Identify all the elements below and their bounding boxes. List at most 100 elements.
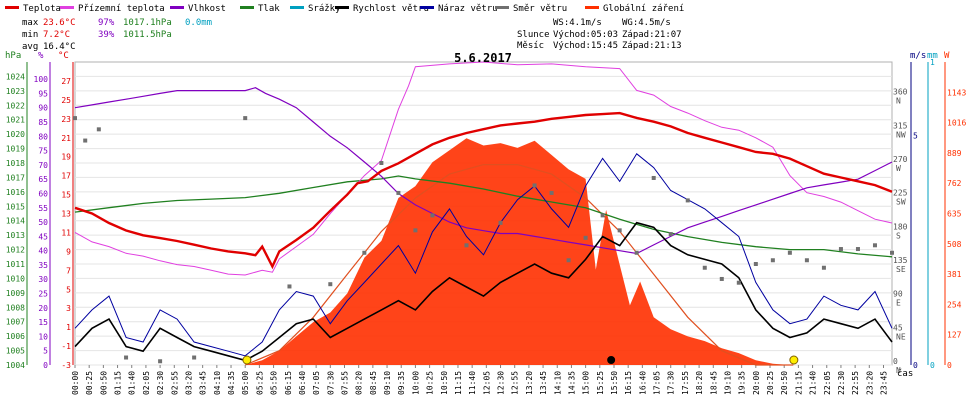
rad-tick-label: 1016: [947, 119, 966, 128]
pct-tick-label: 70: [38, 161, 48, 170]
legend-swatch: [290, 6, 304, 9]
temp-tick-label: 15: [61, 191, 71, 200]
info-moon-set: Západ:21:13: [622, 41, 682, 51]
dir-tick-label: E: [896, 299, 901, 308]
dir-tick-label: SE: [896, 265, 906, 274]
wind-dir-point: [872, 243, 877, 248]
pct-tick-label: 60: [38, 189, 48, 198]
series-humidity: [74, 87, 893, 255]
time-tick-label: 12:55: [511, 371, 520, 395]
wind-dir-point: [124, 355, 129, 360]
axis-unit-w: W: [944, 51, 950, 61]
time-tick-label: 09:10: [383, 371, 392, 395]
info-block: WS:4.1m/s WG:4.5m/s Slunce Východ:05:03 …: [517, 18, 682, 51]
dir-tick-label: N: [896, 366, 901, 375]
wind-dir-point: [753, 262, 758, 266]
time-tick-label: 14:35: [567, 371, 576, 395]
hpa-tick-label: 1012: [6, 246, 25, 255]
stats-min-label: min: [22, 30, 38, 40]
legend-label: Srážky: [308, 4, 341, 14]
hpa-tick-label: 1011: [6, 260, 25, 269]
legend-item: Směr větru: [495, 4, 567, 14]
temp-tick-label: 13: [61, 210, 71, 219]
pct-tick-label: 10: [38, 332, 48, 341]
legend-item: Globální záření: [585, 4, 684, 14]
wind-dir-point: [549, 190, 554, 195]
pct-tick-label: 5: [43, 347, 48, 356]
wind-dir-point: [464, 243, 469, 248]
rad-tick-label: 635: [947, 210, 962, 219]
time-axis: 00:00 00:25 00:50 01:15 01:40 02:05 02:30 02:55…: [71, 365, 888, 395]
temp-tick-label: 17: [61, 172, 71, 181]
temp-tick-label: 11: [61, 228, 71, 237]
info-ws: WS:4.1m/s: [553, 18, 602, 28]
hpa-tick-label: 1019: [6, 145, 25, 154]
time-tick-label: 19:35: [738, 371, 747, 395]
time-tick-label: 19:10: [723, 371, 732, 395]
temp-tick-label: 25: [61, 96, 71, 105]
dir-tick-label: S: [896, 231, 901, 240]
stats-min-temp: 7.2°C: [43, 30, 70, 40]
info-sun-rise: Východ:05:03: [553, 30, 618, 40]
info-moon-label: Měsíc: [517, 41, 544, 51]
stats-min-press: 1011.5hPa: [123, 30, 172, 40]
rad-tick-label: 381: [947, 270, 962, 279]
wind-dir-point: [396, 190, 401, 195]
rad-tick-label: 889: [947, 149, 962, 158]
hpa-tick-label: 1005: [6, 347, 25, 356]
pct-tick-label: 90: [38, 104, 48, 113]
temp-tick-label: 27: [61, 77, 71, 86]
time-tick-label: 16:15: [624, 371, 633, 395]
time-tick-label: 10:00: [411, 371, 420, 395]
legend-swatch: [495, 6, 509, 9]
time-tick-label: 07:55: [340, 371, 349, 395]
info-sun-label: Slunce: [517, 30, 550, 40]
info-wg: WG:4.5m/s: [622, 18, 671, 28]
wind-dir-point: [413, 228, 418, 233]
wind-dir-point: [328, 282, 333, 287]
axis-unit-ms: m/s: [910, 51, 926, 61]
time-tick-label: 08:20: [355, 371, 364, 395]
temp-tick-label: -3: [61, 361, 71, 370]
right-axes: 0N45NE90E135SE180S225SW270W315NW360N0501…: [893, 58, 966, 375]
time-tick-label: 10:50: [440, 371, 449, 395]
dir-tick-label: N: [896, 97, 901, 106]
time-tick-label: 12:30: [497, 371, 506, 395]
legend-label: Tlak: [258, 4, 280, 14]
time-tick-label: 07:05: [312, 371, 321, 395]
stats-max-press: 1017.1hPa: [123, 18, 172, 28]
legend-label: Náraz větru: [438, 4, 498, 14]
time-tick-label: 14:10: [553, 371, 562, 395]
rad-tick-label: 254: [947, 300, 962, 309]
stats-avg-temp: 16.4°C: [43, 42, 76, 52]
wind-dir-point: [362, 250, 367, 255]
rad-tick-label: 762: [947, 179, 962, 188]
hpa-tick-label: 1023: [6, 87, 25, 96]
time-tick-label: 13:45: [539, 371, 548, 395]
hpa-tick-label: 1009: [6, 289, 25, 298]
time-tick-label: 20:50: [780, 371, 789, 395]
dir-tick-number: 180: [893, 222, 908, 231]
dir-tick-number: 90: [893, 290, 903, 299]
temp-tick-label: 5: [66, 285, 71, 294]
hpa-tick-label: 1015: [6, 202, 25, 211]
hpa-tick-label: 1004: [6, 361, 25, 370]
series-theoretical-radiation: [244, 164, 794, 366]
hpa-tick-label: 1016: [6, 188, 25, 197]
dir-tick-label: W: [896, 164, 901, 173]
wind-dir-point: [838, 247, 843, 252]
dir-tick-number: 270: [893, 155, 908, 164]
pct-tick-label: 30: [38, 275, 48, 284]
time-tick-label: 20:00: [752, 371, 761, 395]
pct-tick-label: 15: [38, 318, 48, 327]
wind-dir-point: [566, 258, 571, 263]
hpa-tick-label: 1017: [6, 173, 25, 182]
legend-swatch: [420, 6, 434, 9]
series-pressure: [74, 175, 893, 258]
axis-unit-mm: mm: [927, 51, 938, 61]
wind-dir-point: [668, 232, 673, 237]
time-tick-label: 03:20: [184, 371, 193, 395]
temp-tick-label: 7: [66, 266, 71, 275]
time-tick-label: 23:45: [879, 371, 888, 395]
wind-dir-point: [821, 265, 826, 270]
